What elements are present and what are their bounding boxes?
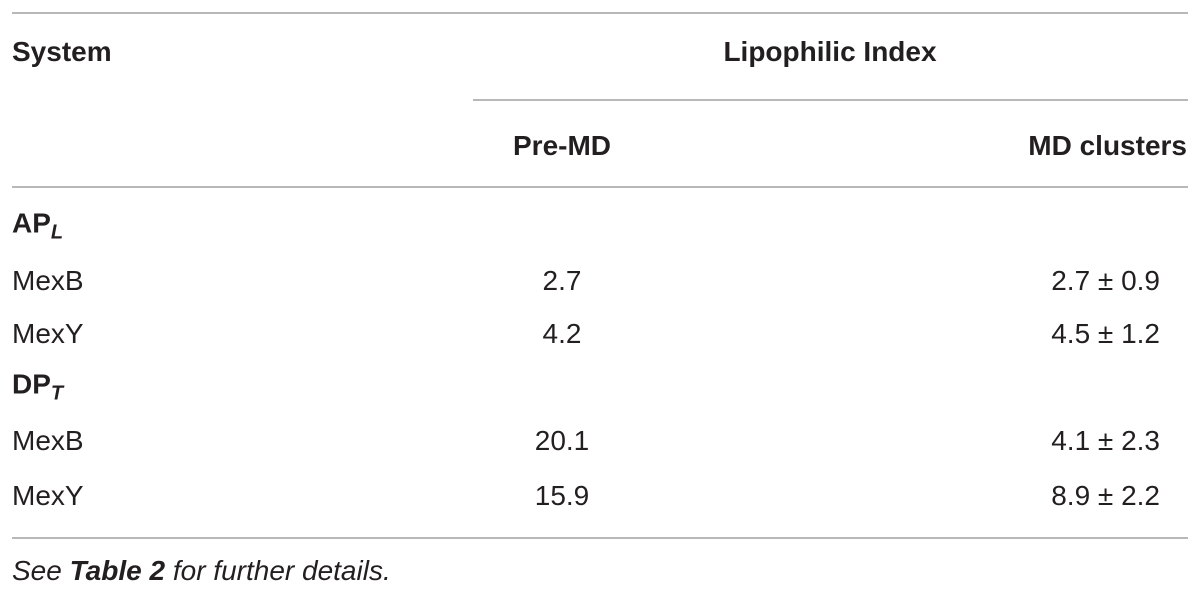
top-rule bbox=[12, 12, 1188, 14]
section-label: APL bbox=[12, 207, 63, 250]
row-name: MexY bbox=[12, 480, 84, 511]
cell-pre-md: 2.7 bbox=[542, 265, 582, 296]
footnote-text: See bbox=[12, 555, 62, 586]
row-name: MexY bbox=[12, 318, 84, 349]
section-label-main: AP bbox=[12, 207, 51, 239]
footnote: See Table 2 for further details. bbox=[12, 554, 391, 588]
section-label: DPT bbox=[12, 368, 63, 411]
header-col: MD clusters bbox=[1028, 130, 1187, 161]
header-rule bbox=[12, 186, 1188, 188]
cell-md-clusters: 2.7 ± 0.9 bbox=[1051, 265, 1160, 296]
row-name: MexB bbox=[12, 265, 84, 296]
cell-pre-md: 20.1 bbox=[534, 425, 590, 456]
footnote-text: for further details. bbox=[172, 555, 391, 586]
cell-md-clusters: 8.9 ± 2.2 bbox=[1051, 480, 1160, 511]
section-label-sub: L bbox=[50, 221, 64, 244]
group-rule bbox=[473, 99, 1188, 101]
cell-md-clusters: 4.1 ± 2.3 bbox=[1051, 425, 1160, 456]
cell-md-clusters: 4.5 ± 1.2 bbox=[1051, 318, 1160, 349]
row-name: MexB bbox=[12, 425, 84, 456]
section-label-main: DP bbox=[12, 368, 51, 400]
section-label-sub: T bbox=[50, 382, 64, 405]
footnote-ref: Table 2 bbox=[69, 555, 166, 586]
cell-pre-md: 15.9 bbox=[534, 480, 590, 511]
header-col: Pre-MD bbox=[512, 130, 612, 161]
header-group: Lipophilic Index bbox=[723, 36, 937, 67]
header-system: System bbox=[12, 36, 112, 67]
bottom-rule bbox=[12, 537, 1188, 539]
cell-pre-md: 4.2 bbox=[542, 318, 582, 349]
